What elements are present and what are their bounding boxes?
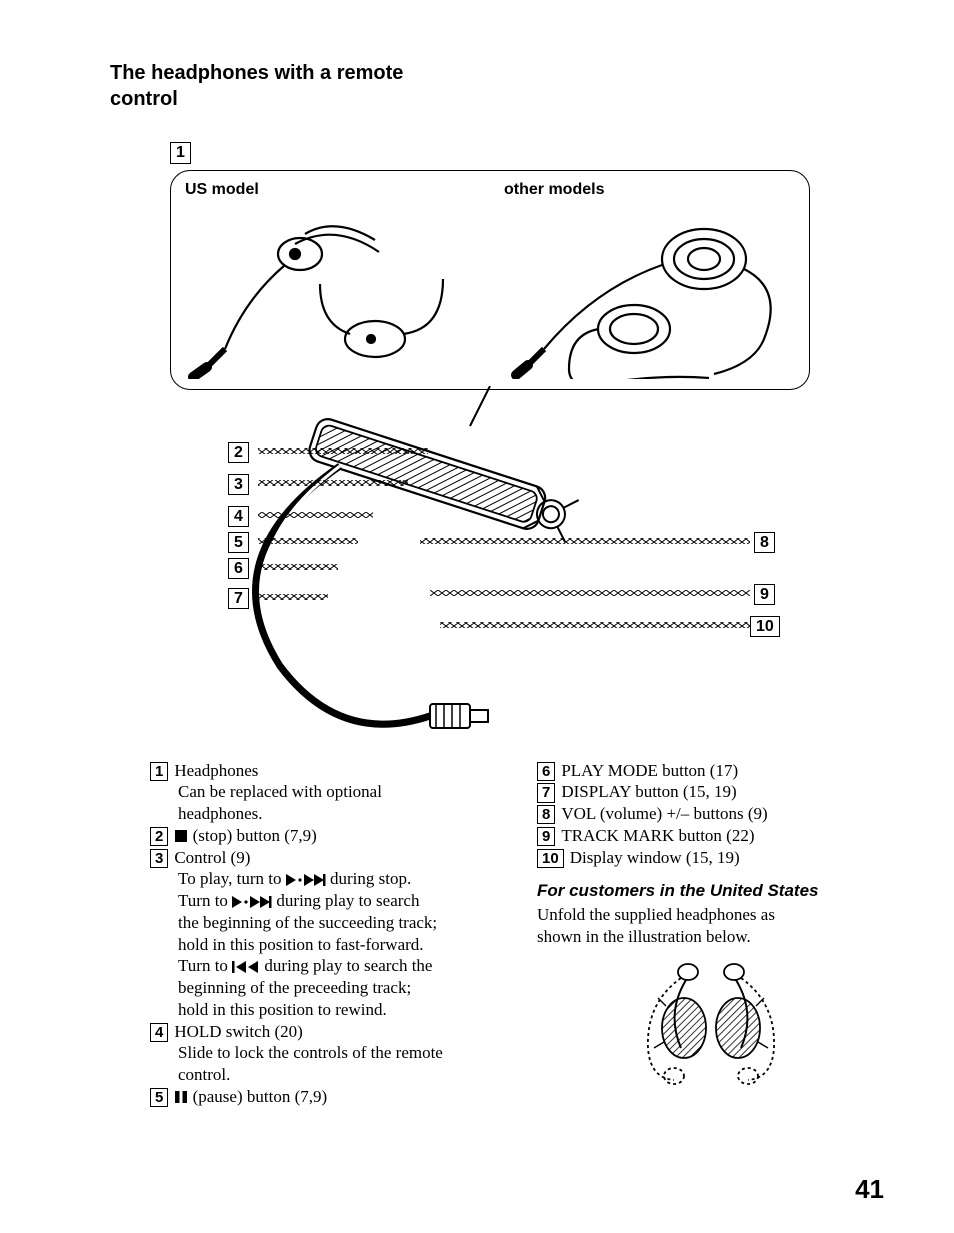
title-line1: The headphones with a remote (110, 62, 403, 84)
item-6-text: PLAY MODE button (17) (561, 760, 884, 782)
right-column: 6 PLAY MODE button (17) 7 DISPLAY button… (537, 760, 884, 1108)
remote-illustration (170, 386, 810, 746)
item-9-ref: 9 (537, 827, 555, 846)
headphone-panel: US model other models (170, 170, 810, 390)
ref-5: 5 (228, 532, 249, 554)
item-5-text: (pause) button (7,9) (188, 1087, 327, 1106)
unfold-illustration (626, 958, 796, 1088)
item-9: 9 TRACK MARK button (22) (537, 825, 884, 847)
ref-6: 6 (228, 558, 249, 580)
item-1-ref: 1 (150, 762, 168, 781)
other-headphones-illustration (504, 199, 794, 379)
item-5: 5 (pause) button (7,9) (150, 1086, 497, 1108)
description-columns: 1 Headphones Can be replaced with option… (150, 760, 884, 1108)
item-3-l1: To play, turn to during stop. (178, 868, 497, 890)
ref-1: 1 (170, 142, 191, 164)
item-7-ref: 7 (537, 783, 555, 802)
ref-2: 2 (228, 442, 249, 464)
item-3-ref: 3 (150, 849, 168, 868)
item-3-l5: Turn to during play to search the (178, 955, 497, 977)
panel-other-label: other models (504, 181, 795, 199)
item-4: 4 HOLD switch (20) (150, 1021, 497, 1043)
item-3-head: Control (9) (174, 847, 497, 869)
play-next-icon (286, 874, 326, 886)
ref-7: 7 (228, 588, 249, 610)
ref-4: 4 (228, 506, 249, 528)
play-next-icon-2 (232, 896, 272, 908)
item-2-ref: 2 (150, 827, 168, 846)
item-10-text: Display window (15, 19) (570, 847, 884, 869)
item-3-l5b: during play to search the (260, 956, 432, 975)
item-2-text: (stop) button (7,9) (188, 826, 316, 845)
item-3-l3: the beginning of the succeeding track; (178, 912, 497, 934)
page-number: 41 (855, 1174, 884, 1205)
item-3-l2: Turn to during play to search (178, 890, 497, 912)
item-8: 8 VOL (volume) +/– buttons (9) (537, 803, 884, 825)
item-4-sub1: Slide to lock the controls of the remote (178, 1042, 497, 1064)
item-4-sub2: control. (178, 1064, 497, 1086)
item-3-l1b: during stop. (326, 869, 411, 888)
item-7: 7 DISPLAY button (15, 19) (537, 781, 884, 803)
left-column: 1 Headphones Can be replaced with option… (150, 760, 497, 1108)
item-3-l6: beginning of the preceeding track; (178, 977, 497, 999)
ref-3: 3 (228, 474, 249, 496)
item-6: 6 PLAY MODE button (17) (537, 760, 884, 782)
us-note-l1: Unfold the supplied headphones as (537, 904, 884, 926)
panel-us: US model (171, 171, 490, 389)
item-7-text: DISPLAY button (15, 19) (561, 781, 884, 803)
figure-area: 1 US model other (170, 142, 810, 746)
item-10: 10 Display window (15, 19) (537, 847, 884, 869)
item-3-l5a: Turn to (178, 956, 232, 975)
item-1-sub2: headphones. (178, 803, 497, 825)
item-3-l4: hold in this position to fast-forward. (178, 934, 497, 956)
item-2: 2 (stop) button (7,9) (150, 825, 497, 847)
item-9-text: TRACK MARK button (22) (561, 825, 884, 847)
remote-area: 2 3 4 5 6 7 8 9 10 (170, 386, 810, 746)
prev-icon (232, 961, 260, 973)
item-6-ref: 6 (537, 762, 555, 781)
section-title: The headphones with a remote control (110, 60, 884, 112)
item-4-head: HOLD switch (20) (174, 1021, 497, 1043)
item-3-l1a: To play, turn to (178, 869, 286, 888)
panel-us-label: US model (185, 181, 476, 199)
item-3-l7: hold in this position to rewind. (178, 999, 497, 1021)
item-3-l2b: during play to search (272, 891, 419, 910)
us-headphones-illustration (185, 199, 475, 379)
title-line2: control (110, 88, 178, 110)
ref-8: 8 (754, 532, 775, 554)
item-10-ref: 10 (537, 849, 564, 868)
ref-10: 10 (750, 616, 780, 638)
us-customers-title: For customers in the United States (537, 880, 884, 902)
item-8-text: VOL (volume) +/– buttons (9) (561, 803, 884, 825)
item-4-ref: 4 (150, 1023, 168, 1042)
item-3-l2a: Turn to (178, 891, 232, 910)
stop-icon (174, 829, 188, 843)
item-1-sub1: Can be replaced with optional (178, 781, 497, 803)
item-1-head: Headphones (174, 760, 497, 782)
item-5-ref: 5 (150, 1088, 168, 1107)
item-3: 3 Control (9) (150, 847, 497, 869)
item-1: 1 Headphones (150, 760, 497, 782)
ref-9: 9 (754, 584, 775, 606)
us-note-l2: shown in the illustration below. (537, 926, 884, 948)
panel-other: other models (490, 171, 809, 389)
pause-icon (174, 1090, 188, 1104)
item-8-ref: 8 (537, 805, 555, 824)
